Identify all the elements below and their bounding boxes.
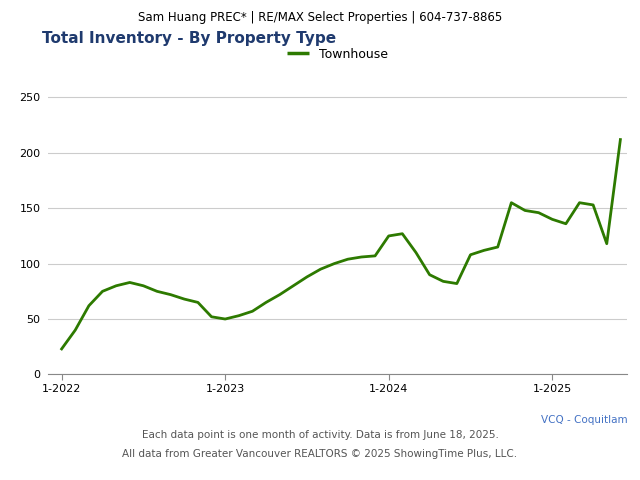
Text: VCQ - Coquitlam: VCQ - Coquitlam [541,415,627,425]
Text: All data from Greater Vancouver REALTORS © 2025 ShowingTime Plus, LLC.: All data from Greater Vancouver REALTORS… [122,449,518,459]
Text: Total Inventory - By Property Type: Total Inventory - By Property Type [42,31,336,46]
Text: Sam Huang PREC* | RE/MAX Select Properties | 604-737-8865: Sam Huang PREC* | RE/MAX Select Properti… [138,11,502,24]
Legend: Townhouse: Townhouse [287,48,388,61]
Text: Each data point is one month of activity. Data is from June 18, 2025.: Each data point is one month of activity… [141,430,499,440]
